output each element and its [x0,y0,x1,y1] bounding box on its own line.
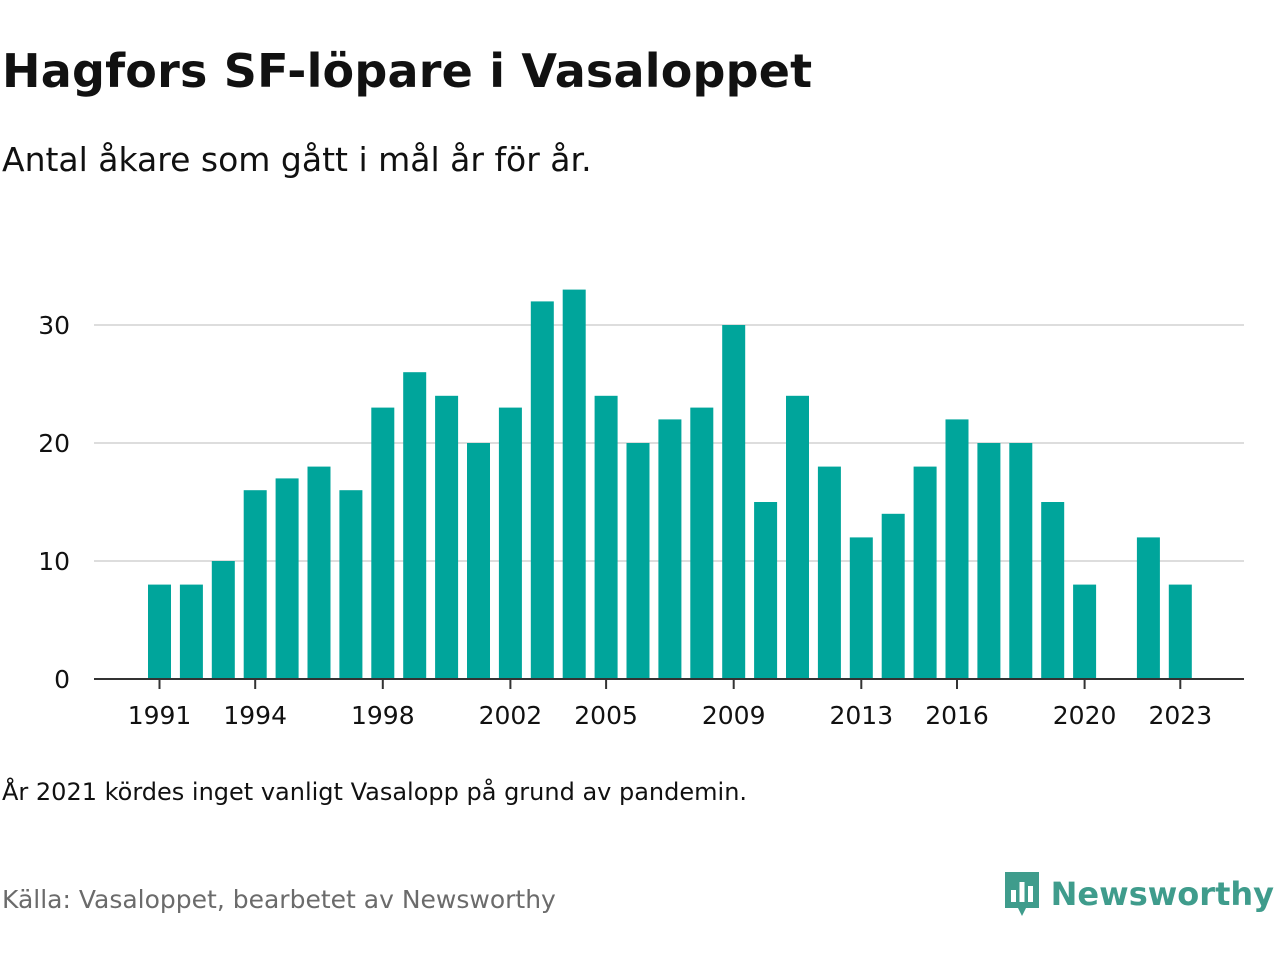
bar-2017 [977,443,1001,679]
x-tick-label: 1991 [128,701,192,730]
newsworthy-brand: Newsworthy [1003,870,1274,918]
chart-note: År 2021 kördes inget vanligt Vasalopp på… [2,778,748,806]
x-tick-label: 2009 [702,701,766,730]
x-tick-label: 2023 [1148,701,1212,730]
bar-1998 [371,407,395,679]
chart-title: Hagfors SF-löpare i Vasaloppet [2,44,813,98]
bar-2004 [562,289,586,679]
bar-2012 [817,466,841,679]
bar-1999 [403,372,427,679]
bar-2008 [690,407,714,679]
bar-2010 [754,502,778,679]
newsworthy-logo-icon [1004,872,1039,916]
x-tick-label: 2020 [1053,701,1117,730]
bar-1992 [179,584,203,679]
x-axis-ticks: 1991 1994 1998 2002 2005 2009 2013 2016 2020 2023 [128,679,1212,730]
bar-2019 [1041,502,1065,679]
y-tick-label: 20 [38,429,70,458]
bar-1996 [307,466,331,679]
bar-2020 [1073,584,1097,679]
x-tick-label: 2005 [574,701,638,730]
y-axis-ticks: 0 10 20 30 [38,311,70,694]
bar-2003 [530,301,554,679]
bar-1991 [148,584,171,679]
bar-2002 [498,407,522,679]
brand-name: Newsworthy [1050,875,1274,913]
bar-2022 [1136,537,1160,679]
bar-2006 [626,443,650,679]
chart-subtitle: Antal åkare som gått i mål år för år. [2,140,592,179]
bar-2014 [881,513,905,679]
y-tick-label: 10 [38,547,70,576]
bar-2007 [658,419,682,679]
bar-2013 [849,537,873,679]
bar-2023 [1168,584,1192,679]
y-tick-label: 0 [54,665,70,694]
bar-2001 [467,443,490,679]
bar-2018 [1009,443,1033,679]
bar-2009 [722,325,746,679]
bars [148,289,1192,679]
x-tick-label: 2016 [925,701,989,730]
x-tick-label: 1998 [351,701,415,730]
bar-1993 [211,561,235,679]
bar-1997 [339,490,363,679]
y-tick-label: 30 [38,311,70,340]
bar-1994 [243,490,267,679]
bar-2016 [945,419,969,679]
source-credit: Källa: Vasaloppet, bearbetet av Newswort… [2,885,556,914]
bar-2011 [786,395,809,679]
bar-2000 [435,395,459,679]
x-tick-label: 1994 [223,701,287,730]
bar-2005 [594,395,618,679]
bar-chart: 0 10 20 30 1991 1994 1998 2002 2005 2009 2013 2016… [38,289,1244,730]
bar-2015 [913,466,937,679]
x-tick-label: 2013 [829,701,893,730]
x-tick-label: 2002 [479,701,543,730]
bar-1995 [275,478,299,679]
